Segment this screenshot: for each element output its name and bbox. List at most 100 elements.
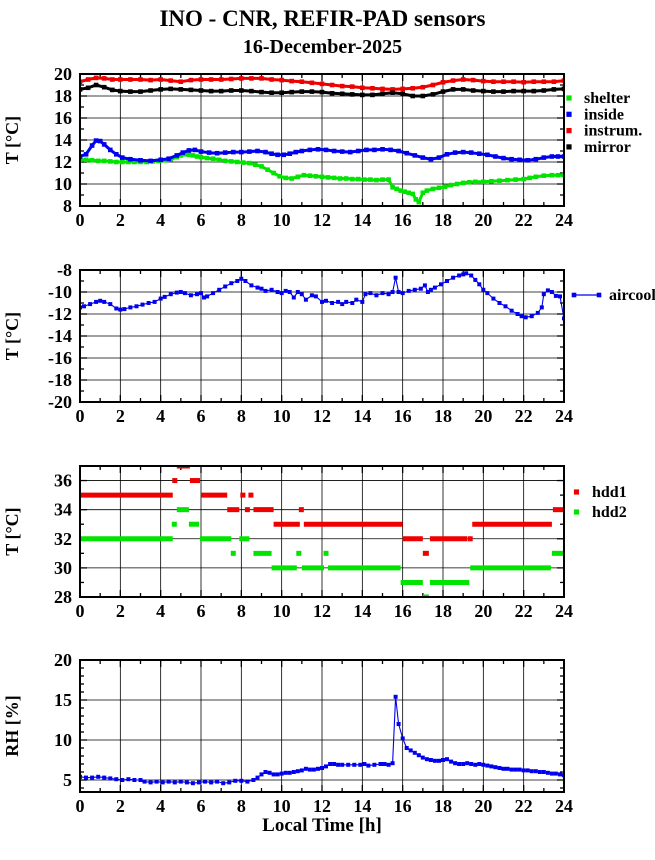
series-point	[450, 78, 456, 83]
series-point	[390, 290, 395, 294]
series-point	[190, 781, 195, 786]
series-point	[95, 158, 101, 164]
series-point	[319, 89, 325, 95]
series-point	[206, 150, 212, 155]
series-point	[481, 88, 486, 94]
series-point	[396, 148, 401, 154]
plot-4-grid	[79, 659, 565, 792]
ytick-label: 14	[54, 130, 72, 150]
series-point	[440, 89, 446, 94]
ytick-label: 18	[54, 86, 72, 106]
series-point	[80, 157, 83, 163]
series-point	[470, 77, 476, 83]
series-point	[89, 143, 95, 148]
legend-marker	[573, 489, 580, 495]
series-point	[152, 299, 157, 304]
xtick-label: 14	[353, 601, 371, 621]
series-point	[533, 174, 539, 180]
xtick-label: 22	[515, 601, 533, 621]
xtick-label: 20	[474, 406, 492, 426]
xtick-label: 0	[76, 210, 85, 230]
series-point	[349, 84, 355, 89]
series-point	[343, 176, 349, 181]
series-point	[372, 147, 377, 153]
series-point	[316, 766, 320, 771]
series-point	[114, 152, 119, 157]
series-point	[473, 762, 478, 767]
series-point	[347, 149, 353, 155]
series-point	[541, 79, 547, 84]
series-point	[440, 80, 446, 85]
xtick-label: 6	[197, 601, 206, 621]
series-point	[465, 761, 470, 766]
series-point	[521, 80, 526, 85]
series-point	[178, 87, 184, 92]
series-point	[265, 167, 270, 172]
ytick-label: -20	[48, 392, 72, 412]
series-point	[445, 757, 449, 762]
series-point	[88, 302, 93, 307]
series-point	[309, 80, 315, 86]
series-point	[269, 151, 274, 156]
series-point	[533, 156, 539, 162]
series-point	[259, 286, 264, 291]
legend-marker	[566, 144, 572, 150]
series-point	[400, 86, 405, 92]
series-point	[533, 769, 538, 774]
xtick-label: 24	[555, 601, 573, 621]
series-point	[279, 77, 284, 83]
series-point	[541, 770, 546, 774]
series-point	[204, 155, 210, 161]
series-point	[198, 149, 204, 154]
series-point	[320, 299, 324, 304]
series-point	[363, 292, 368, 297]
xtick-label: 4	[156, 406, 165, 426]
series-point	[239, 276, 244, 281]
series-point	[346, 762, 351, 767]
xtick-label: 6	[197, 406, 206, 426]
ytick-label: 30	[54, 558, 72, 578]
legend-marker	[571, 292, 577, 298]
series-point	[209, 780, 214, 785]
series-point	[142, 779, 147, 784]
series-point	[511, 79, 516, 84]
series-point	[128, 305, 133, 310]
ytick-label: 36	[54, 471, 72, 491]
ytick-label: 10	[54, 174, 72, 194]
series-hdd1	[80, 466, 564, 556]
plot-4-border	[79, 659, 565, 793]
plot-3-border	[79, 465, 565, 598]
series-point	[208, 77, 214, 82]
series-point	[148, 77, 153, 83]
series-point	[420, 755, 425, 760]
series-point	[227, 780, 232, 785]
series-point	[339, 91, 345, 97]
series-point	[485, 152, 490, 158]
series-point	[531, 79, 537, 84]
legend-marker	[566, 128, 572, 134]
ytick-label: 12	[54, 152, 72, 172]
series-point	[83, 152, 89, 157]
xtick-label: 2	[116, 210, 125, 230]
y-axis-label: T [°C]	[2, 312, 22, 360]
series-inside	[80, 138, 564, 164]
xtick-label: 10	[273, 601, 291, 621]
series-point	[380, 177, 385, 182]
series-point	[374, 293, 379, 298]
series-point	[539, 305, 544, 310]
series-point	[323, 147, 329, 153]
series-point	[555, 154, 561, 159]
series-point	[198, 154, 204, 160]
series-point	[255, 285, 260, 290]
series-point	[269, 77, 274, 82]
xtick-label: 4	[156, 796, 165, 816]
series-point	[390, 761, 395, 766]
series-point	[509, 156, 514, 162]
series-point	[541, 155, 547, 160]
series-point	[339, 83, 345, 89]
series-point	[239, 88, 244, 93]
